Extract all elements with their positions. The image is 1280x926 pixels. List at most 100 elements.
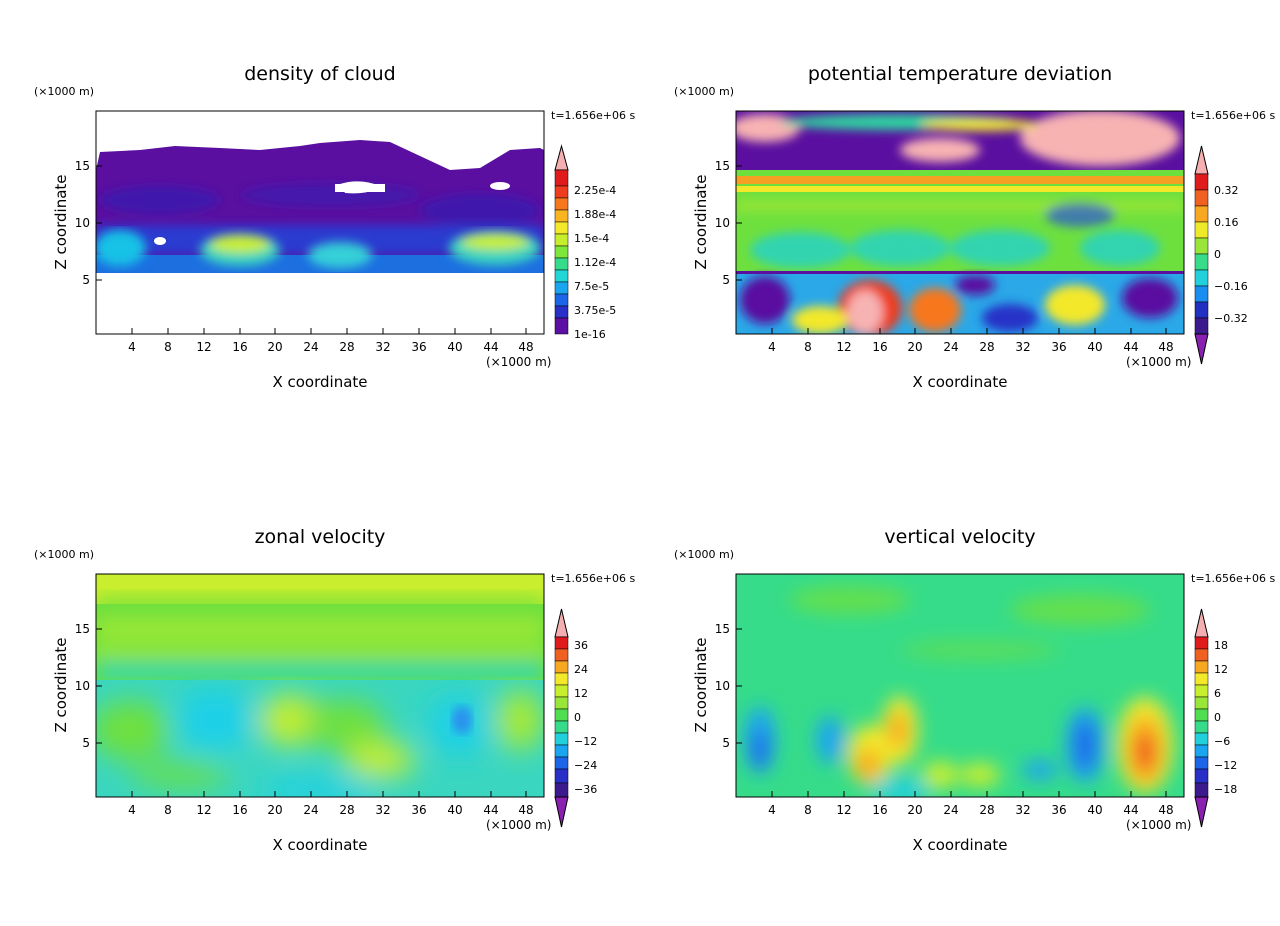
svg-text:40: 40 xyxy=(1087,803,1102,817)
heatmap-field xyxy=(96,574,544,797)
x-tick-label: 28 xyxy=(979,791,995,817)
x-tick-label: 48 xyxy=(1158,791,1174,817)
svg-text:40: 40 xyxy=(447,340,462,354)
x-tick-label: 12 xyxy=(836,791,852,817)
x-tick-label: 24 xyxy=(303,328,319,354)
y-tick-label: 5 xyxy=(82,273,102,287)
x-tick-label: 16 xyxy=(232,791,248,817)
x-tick-label: 48 xyxy=(1158,328,1174,354)
x-tick-label: 16 xyxy=(232,328,248,354)
y-tick-label: 10 xyxy=(75,679,102,693)
x-tick-label: 48 xyxy=(518,791,534,817)
svg-text:40: 40 xyxy=(447,803,462,817)
colorbar-label: −12 xyxy=(1214,759,1237,772)
svg-text:20: 20 xyxy=(907,340,922,354)
x-tick-label: 44 xyxy=(483,328,499,354)
svg-text:5: 5 xyxy=(82,273,90,287)
x-tick-label: 8 xyxy=(164,328,172,354)
colorbar-label: 1e-16 xyxy=(574,328,606,341)
y-tick-label: 10 xyxy=(715,679,742,693)
svg-text:20: 20 xyxy=(907,803,922,817)
svg-text:4: 4 xyxy=(768,803,776,817)
y-axis-label: Z coordinate xyxy=(52,174,70,269)
x-tick-label: 8 xyxy=(164,791,172,817)
y-axis: 5 10 15 xyxy=(715,622,742,750)
colorbar-label: 24 xyxy=(574,663,588,676)
y-axis-label: Z coordinate xyxy=(692,174,710,269)
colorbar-label: 0 xyxy=(1214,248,1221,261)
svg-text:32: 32 xyxy=(375,340,390,354)
svg-text:16: 16 xyxy=(872,340,887,354)
x-tick-label: 24 xyxy=(303,791,319,817)
svg-text:12: 12 xyxy=(196,340,211,354)
colorbar-label: 12 xyxy=(1214,663,1228,676)
x-tick-label: 36 xyxy=(1051,328,1067,354)
panel-density-of-cloud: density of cloud (×1000 m) t=1.656e+06 s xyxy=(34,63,635,391)
svg-text:24: 24 xyxy=(943,803,958,817)
svg-text:5: 5 xyxy=(82,736,90,750)
svg-text:28: 28 xyxy=(979,803,994,817)
svg-text:12: 12 xyxy=(196,803,211,817)
svg-text:20: 20 xyxy=(267,803,282,817)
svg-text:16: 16 xyxy=(232,340,247,354)
panel-zonal-velocity: zonal velocity (×1000 m) t=1.656e+06 s xyxy=(34,526,635,854)
colorbar-label: −0.32 xyxy=(1214,312,1248,325)
svg-text:36: 36 xyxy=(1051,340,1066,354)
svg-text:32: 32 xyxy=(375,803,390,817)
x-tick-label: 8 xyxy=(804,791,812,817)
colorbar-label: −0.16 xyxy=(1214,280,1248,293)
x-tick-label: 8 xyxy=(804,328,812,354)
x-tick-label: 32 xyxy=(1015,791,1031,817)
x-tick-label: 4 xyxy=(768,791,776,817)
svg-text:48: 48 xyxy=(1158,803,1173,817)
svg-text:36: 36 xyxy=(411,340,426,354)
colorbar-label: 0 xyxy=(1214,711,1221,724)
x-tick-label: 36 xyxy=(1051,791,1067,817)
svg-text:15: 15 xyxy=(715,622,730,636)
svg-text:15: 15 xyxy=(715,159,730,173)
x-tick-label: 24 xyxy=(943,791,959,817)
y-tick-label: 5 xyxy=(722,736,742,750)
colorbar-label: −6 xyxy=(1214,735,1230,748)
x-tick-label: 16 xyxy=(872,791,888,817)
time-label: t=1.656e+06 s xyxy=(551,572,635,585)
colorbar-label: −36 xyxy=(574,783,597,796)
colorbar-label: 2.25e-4 xyxy=(574,184,616,197)
svg-text:36: 36 xyxy=(411,803,426,817)
y-tick-label: 5 xyxy=(82,736,102,750)
x-tick-label: 40 xyxy=(1087,791,1103,817)
svg-text:40: 40 xyxy=(1087,340,1102,354)
svg-text:16: 16 xyxy=(872,803,887,817)
colorbar-label: 0.16 xyxy=(1214,216,1239,229)
x-axis-label: X coordinate xyxy=(912,836,1007,854)
colorbar-label: −24 xyxy=(574,759,597,772)
colorbar-top-arrow xyxy=(1194,145,1209,175)
svg-text:28: 28 xyxy=(979,340,994,354)
x-unit-label: (×1000 m) xyxy=(486,818,551,832)
colorbar-label: −12 xyxy=(574,735,597,748)
svg-text:8: 8 xyxy=(804,803,812,817)
x-axis-label: X coordinate xyxy=(272,373,367,391)
colorbar-label: 6 xyxy=(1214,687,1221,700)
x-tick-label: 20 xyxy=(907,791,923,817)
x-tick-label: 20 xyxy=(907,328,923,354)
svg-text:16: 16 xyxy=(232,803,247,817)
svg-text:15: 15 xyxy=(75,159,90,173)
svg-text:10: 10 xyxy=(715,216,730,230)
x-tick-label: 12 xyxy=(196,791,212,817)
svg-text:48: 48 xyxy=(518,803,533,817)
x-tick-label: 40 xyxy=(1087,328,1103,354)
y-axis-label: Z coordinate xyxy=(692,637,710,732)
svg-text:5: 5 xyxy=(722,273,730,287)
panel-title: vertical velocity xyxy=(884,526,1035,548)
x-unit-label: (×1000 m) xyxy=(1126,355,1191,369)
colorbar-label: 7.5e-5 xyxy=(574,280,609,293)
x-tick-label: 44 xyxy=(1123,328,1139,354)
x-tick-label: 4 xyxy=(128,791,136,817)
svg-text:28: 28 xyxy=(339,803,354,817)
x-unit-label: (×1000 m) xyxy=(1126,818,1191,832)
colorbar-label: 36 xyxy=(574,639,588,652)
colorbar-top-arrow xyxy=(554,608,569,638)
svg-text:15: 15 xyxy=(75,622,90,636)
x-tick-label: 4 xyxy=(128,328,136,354)
